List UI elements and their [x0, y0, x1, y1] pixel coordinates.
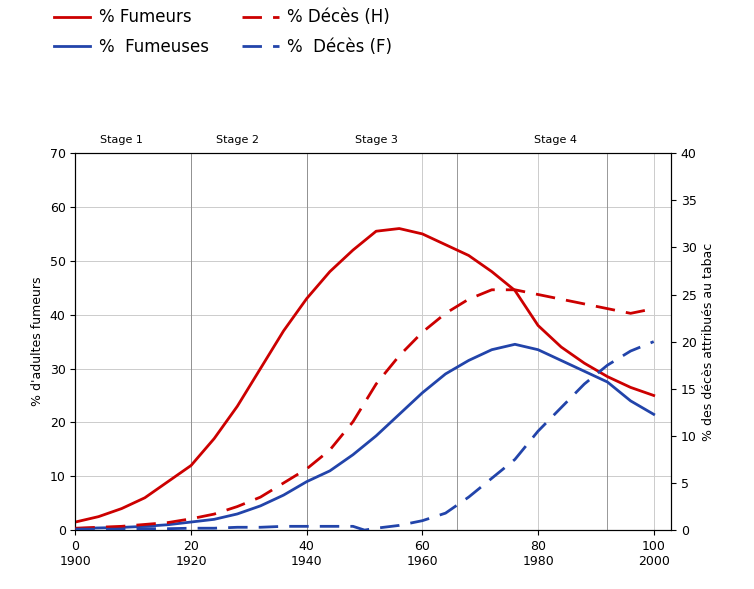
Text: Stage 3: Stage 3: [354, 135, 397, 145]
Y-axis label: % des décès attribués au tabac: % des décès attribués au tabac: [702, 243, 716, 441]
Text: Stage 1: Stage 1: [100, 135, 143, 145]
Legend: % Fumeurs, %  Fumeuses, % Décès (H), %  Décès (F): % Fumeurs, % Fumeuses, % Décès (H), % Dé…: [54, 8, 392, 56]
Y-axis label: % d'adultes fumeurs: % d'adultes fumeurs: [31, 277, 44, 406]
Text: Stage 4: Stage 4: [534, 135, 577, 145]
Text: Stage 2: Stage 2: [216, 135, 259, 145]
